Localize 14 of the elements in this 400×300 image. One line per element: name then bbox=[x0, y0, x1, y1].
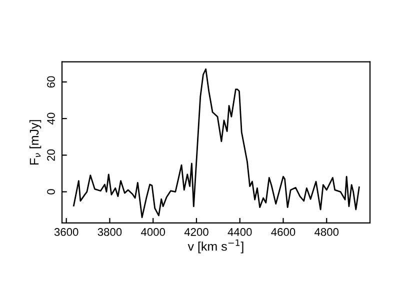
x-tick-label: 4600 bbox=[271, 228, 296, 236]
x-tick-label: 4800 bbox=[314, 228, 339, 236]
x-axis-title: v [km s$^{−1}$] bbox=[188, 240, 244, 254]
y-tick-label: 60 bbox=[47, 76, 55, 88]
x-tick-label: 3800 bbox=[98, 228, 122, 236]
line-series bbox=[73, 68, 360, 218]
x-tick-label: 3600 bbox=[54, 228, 78, 236]
y-tick-label: 20 bbox=[47, 149, 55, 161]
x-tick-label: 4200 bbox=[184, 228, 208, 236]
y-axis-title: F$_{ν}$ [mJy] bbox=[29, 120, 42, 165]
y-tick-label: 40 bbox=[47, 112, 55, 124]
y-tick-label: 0 bbox=[47, 189, 55, 194]
x-tick-label: 4000 bbox=[140, 228, 166, 236]
x-tick-label: 4400 bbox=[228, 228, 252, 236]
